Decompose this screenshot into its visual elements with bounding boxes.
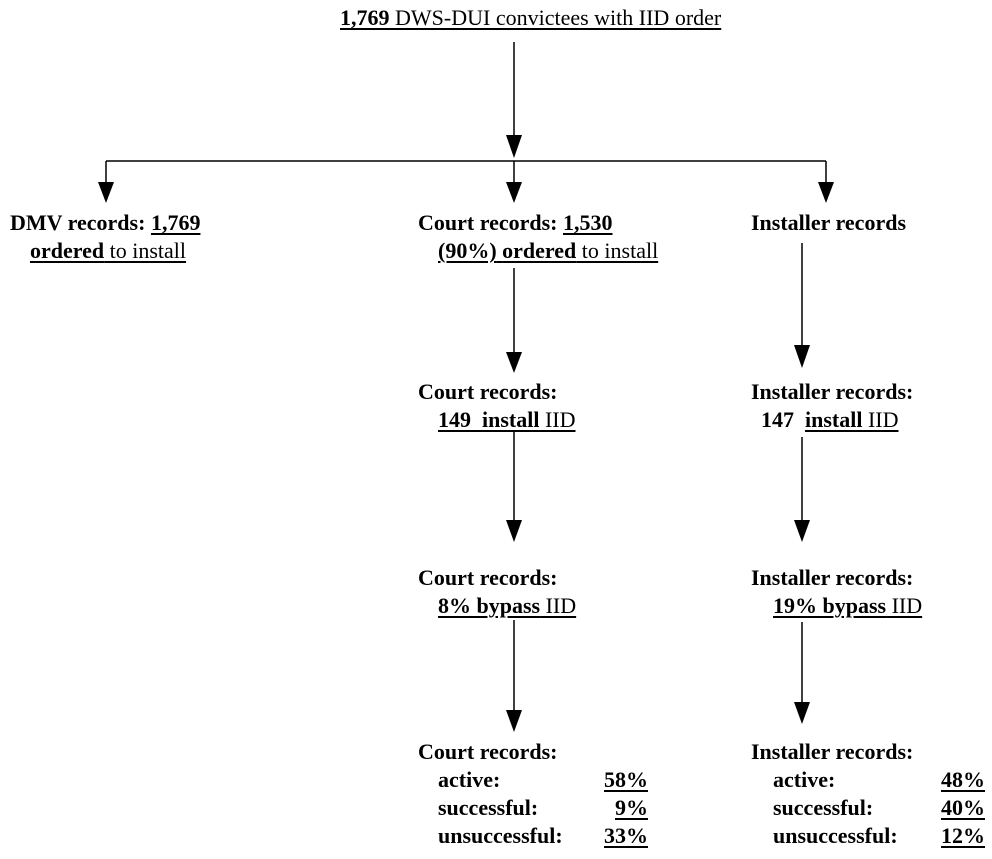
installer-outcome-value: 48% (941, 767, 985, 792)
installer-install-title: Installer records: (751, 379, 914, 404)
court-arrow-3-head (506, 710, 522, 732)
installer-outcome-label: successful: (773, 795, 874, 820)
installer-outcome-row-successful: successful: 40% (773, 794, 985, 822)
court-install-node: Court records: 149 install IID (418, 378, 576, 434)
installer-install-count: 147 (761, 407, 794, 432)
top-label: DWS-DUI convictees with IID order (389, 5, 722, 30)
installer-outcome-value: 40% (941, 795, 985, 820)
top-count: 1,769 (340, 5, 390, 30)
court-ordered-title: Court records: (418, 210, 563, 235)
installer-outcomes-node: Installer records: active: 48% successfu… (751, 738, 985, 850)
court-outcome-row-active: active: 58% (438, 766, 648, 794)
installer-outcome-row-unsuccessful: unsuccessful: 12% (773, 822, 985, 850)
court-outcome-value: 9% (615, 795, 648, 820)
dmv-title: DMV records: (10, 210, 151, 235)
installer-outcome-value: 12% (941, 823, 985, 848)
dmv-ordered: ordered (30, 238, 105, 263)
court-install-title: Court records: (418, 379, 558, 404)
court-install-count: 149 (438, 407, 471, 432)
court-bypass-suffix: IID (540, 593, 577, 618)
court-outcome-value: 58% (604, 767, 648, 792)
court-install-word: install (482, 407, 540, 432)
installer-install-node: Installer records: 147 install IID (751, 378, 913, 434)
trunk-arrowhead (506, 135, 522, 158)
court-install-suffix: IID (539, 407, 576, 432)
installer-root-title: Installer records (751, 210, 906, 235)
court-ordered-node: Court records: 1,530 (90%) ordered to in… (418, 209, 658, 265)
court-arrow-1-head (506, 352, 522, 373)
court-arrow-2-head (506, 520, 522, 542)
installer-branch-arrowhead (818, 182, 834, 203)
installer-outcome-label: unsuccessful: (773, 823, 898, 848)
installer-outcome-row-active: active: 48% (773, 766, 985, 794)
court-ordered-count: 1,530 (563, 210, 613, 235)
court-bypass-node: Court records: 8% bypass IID (418, 564, 576, 620)
installer-arrow-3-head (794, 702, 810, 724)
court-outcomes-title: Court records: (418, 739, 558, 764)
court-bypass-word: bypass (476, 593, 541, 618)
top-node-text: 1,769 DWS-DUI convictees with IID order (340, 5, 721, 30)
installer-bypass-title: Installer records: (751, 565, 914, 590)
court-outcome-row-unsuccessful: unsuccessful: 33% (438, 822, 648, 850)
installer-arrow-2-head (794, 520, 810, 542)
installer-install-suffix: IID (862, 407, 899, 432)
court-bypass-pct: 8% (438, 593, 471, 618)
court-ordered-word: ordered (502, 238, 577, 263)
installer-outcome-label: active: (773, 767, 836, 792)
installer-bypass-word: bypass (822, 593, 887, 618)
installer-bypass-node: Installer records: 19% bypass IID (751, 564, 922, 620)
dmv-branch-arrowhead (98, 182, 114, 203)
court-outcome-row-successful: successful: 9% (438, 794, 648, 822)
installer-bypass-pct: 19% (773, 593, 817, 618)
court-outcome-value: 33% (604, 823, 648, 848)
court-outcome-label: active: (438, 767, 501, 792)
court-bypass-title: Court records: (418, 565, 558, 590)
court-branch-arrowhead (506, 182, 522, 203)
court-outcome-label: successful: (438, 795, 539, 820)
court-ordered-suffix: to install (576, 238, 659, 263)
dmv-suffix: to install (104, 238, 187, 263)
installer-outcomes-title: Installer records: (751, 739, 914, 764)
dmv-count: 1,769 (150, 210, 201, 235)
installer-root-node: Installer records (751, 209, 906, 237)
top-node: 1,769 DWS-DUI convictees with IID order (340, 4, 721, 32)
court-ordered-pct: (90%) (438, 238, 497, 263)
installer-bypass-suffix: IID (886, 593, 923, 618)
dmv-node: DMV records: 1,769 ordered to install (10, 209, 200, 265)
court-outcome-label: unsuccessful: (438, 823, 563, 848)
court-outcomes-node: Court records: active: 58% successful: 9… (418, 738, 648, 850)
installer-install-word: install (805, 407, 863, 432)
installer-arrow-1-head (794, 345, 810, 368)
